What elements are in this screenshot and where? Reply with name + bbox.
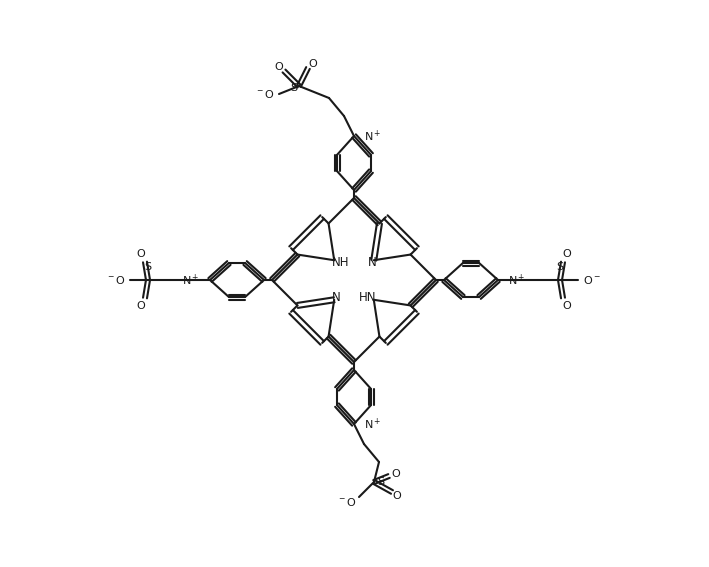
Text: O: O bbox=[393, 491, 401, 501]
Text: N$^+$: N$^+$ bbox=[182, 272, 200, 287]
Text: O: O bbox=[137, 249, 145, 259]
Text: $^-$O: $^-$O bbox=[255, 88, 275, 100]
Text: O$^-$: O$^-$ bbox=[583, 274, 601, 286]
Text: NH: NH bbox=[332, 256, 349, 269]
Text: HN: HN bbox=[359, 291, 376, 304]
Text: S: S bbox=[291, 83, 298, 93]
Text: $^-$O: $^-$O bbox=[337, 496, 357, 508]
Text: S: S bbox=[557, 262, 564, 272]
Text: O: O bbox=[563, 249, 571, 259]
Text: S: S bbox=[377, 477, 384, 487]
Text: N$^+$: N$^+$ bbox=[364, 128, 381, 143]
Text: O: O bbox=[308, 59, 318, 69]
Text: N: N bbox=[367, 256, 376, 269]
Text: S: S bbox=[145, 262, 152, 272]
Text: O: O bbox=[563, 301, 571, 311]
Text: O: O bbox=[391, 469, 401, 479]
Text: N$^+$: N$^+$ bbox=[364, 416, 381, 431]
Text: $^-$O: $^-$O bbox=[106, 274, 126, 286]
Text: O: O bbox=[274, 62, 284, 72]
Text: N: N bbox=[332, 291, 340, 304]
Text: O: O bbox=[137, 301, 145, 311]
Text: N$^+$: N$^+$ bbox=[508, 272, 525, 287]
